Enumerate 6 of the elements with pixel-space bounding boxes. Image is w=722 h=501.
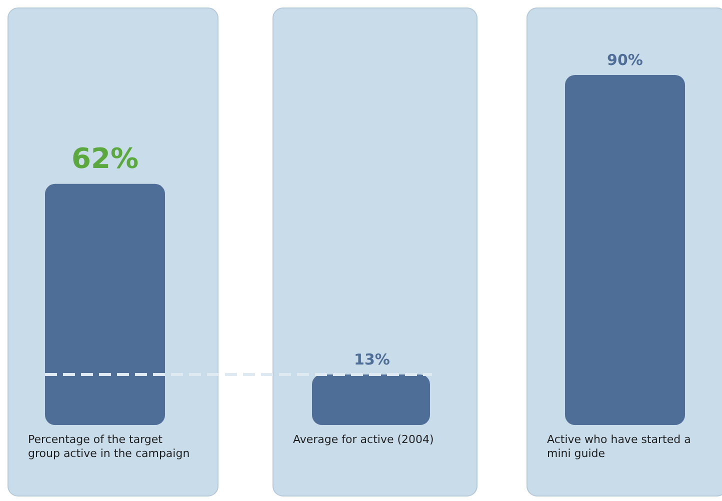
x-tick-label: Average for active (2004) bbox=[293, 433, 434, 446]
data-label: 13% bbox=[354, 350, 390, 368]
x-tick-label: Percentage of the target group active in the campaign bbox=[28, 433, 190, 460]
x-tick-label: Active who have started a mini guide bbox=[547, 433, 691, 460]
data-label: 62% bbox=[71, 142, 139, 175]
data-label: 90% bbox=[607, 51, 643, 69]
